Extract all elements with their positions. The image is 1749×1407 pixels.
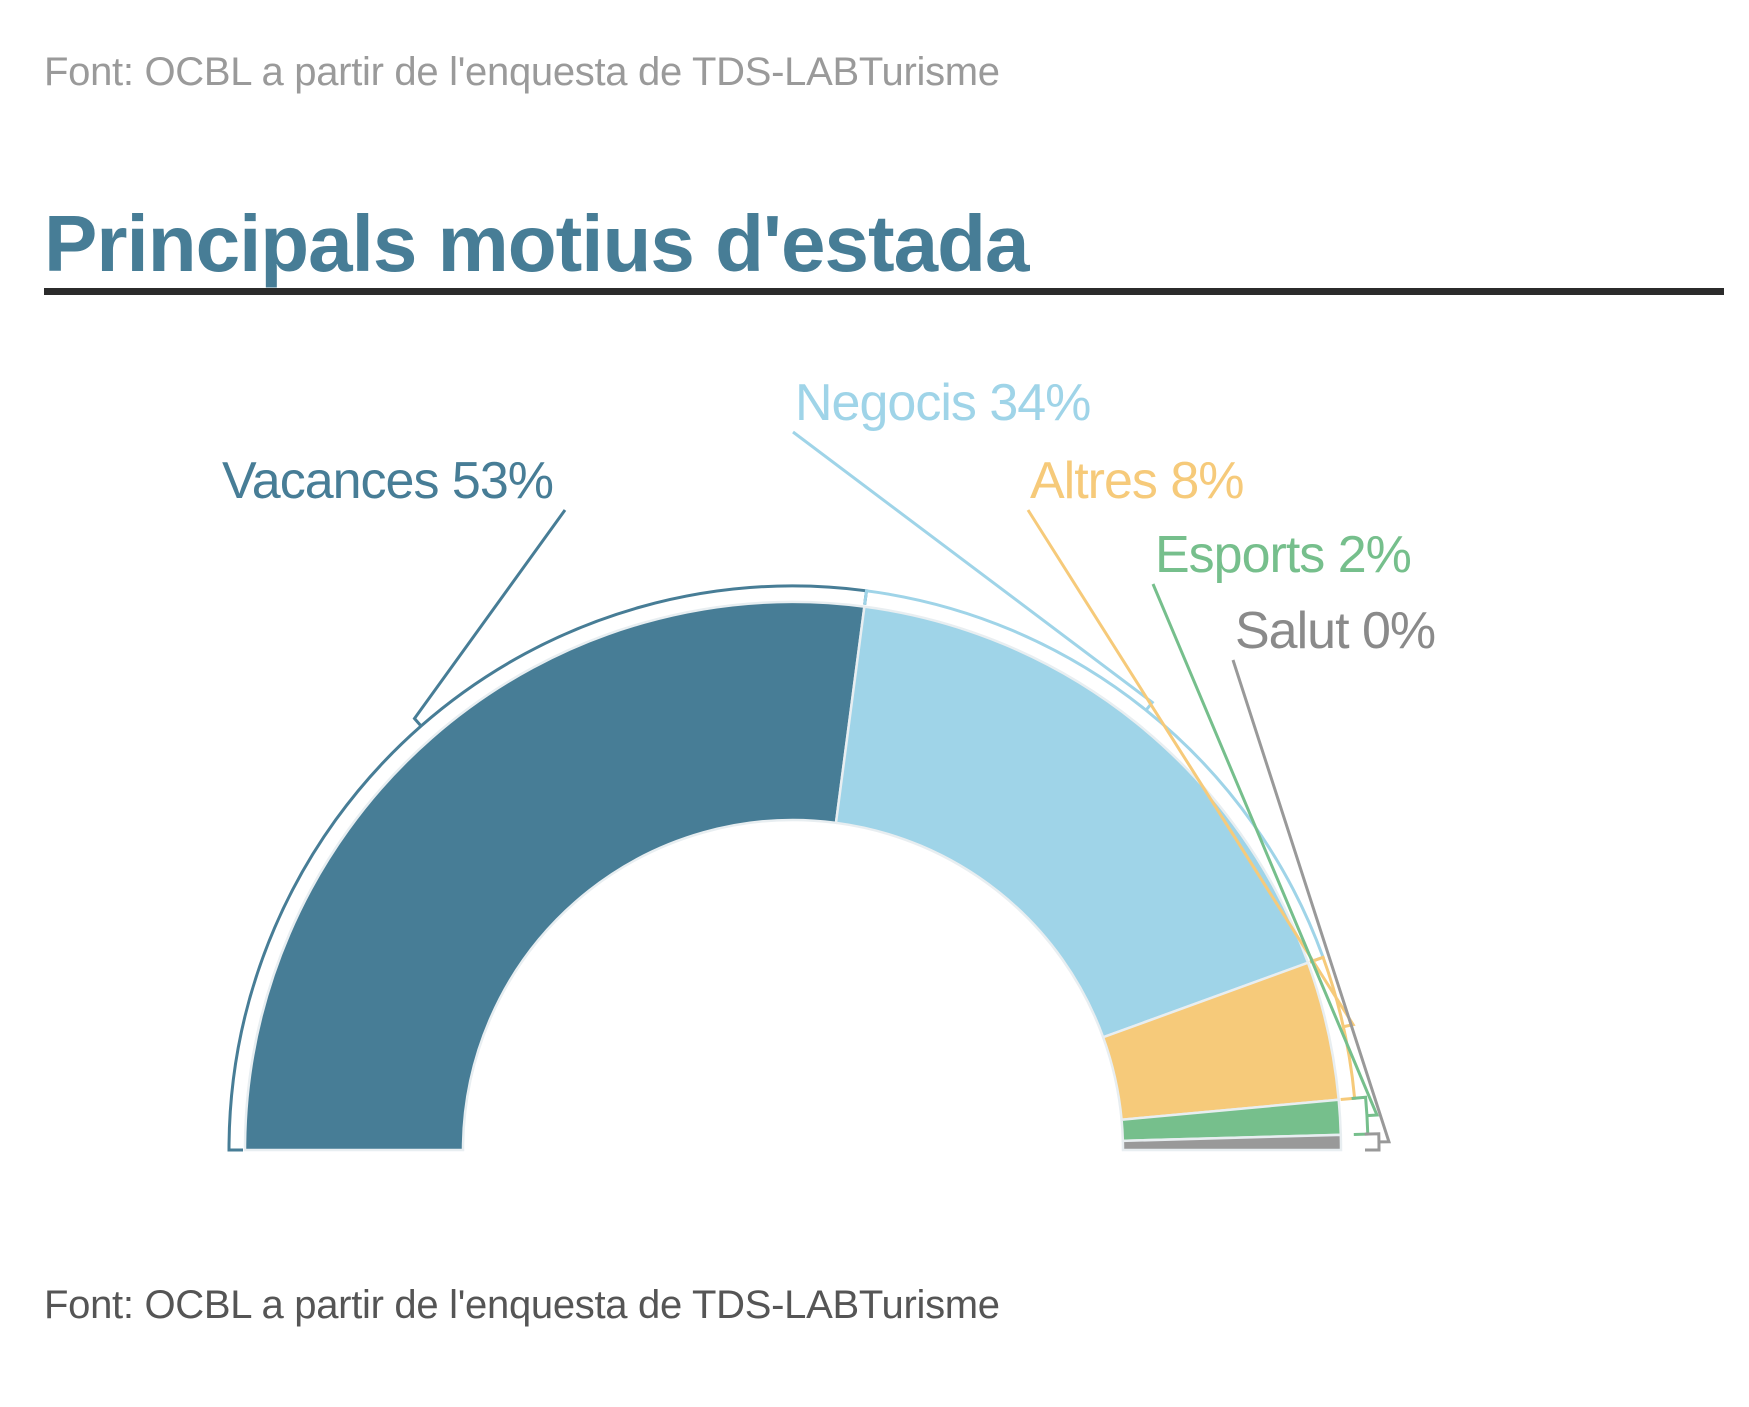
semi-donut-chart: Vacances 53% Negocis 34% Altres 8% Esports … (222, 374, 1436, 1152)
label-esports: Esports 2% (1155, 526, 1411, 584)
bracket-salut (1364, 1132, 1381, 1152)
label-salut: Salut 0% (1235, 602, 1435, 660)
leader-salut (1231, 659, 1391, 1144)
source-note-top: Font: OCBL a partir de l'enquesta de TDS… (44, 50, 1000, 94)
bracket-esports (1351, 1095, 1370, 1136)
segment-vacances (243, 600, 866, 1152)
chart-labels: Vacances 53% Negocis 34% Altres 8% Esports … (222, 374, 1436, 660)
leader-altres (1026, 509, 1356, 1029)
leader-vacances (412, 509, 567, 727)
leader-negocis (792, 430, 1155, 712)
title-divider (44, 288, 1724, 295)
label-vacances: Vacances 53% (222, 452, 553, 510)
chart-brackets (227, 430, 1391, 1152)
label-negocis: Negocis 34% (795, 374, 1090, 432)
bracket-vacances (227, 584, 869, 1152)
segment-salut (1121, 1133, 1343, 1152)
chart-title: Principals motius d'estada (44, 199, 1029, 288)
leader-esports (1151, 583, 1380, 1118)
source-note-bottom: Font: OCBL a partir de l'enquesta de TDS… (44, 1283, 1000, 1327)
label-altres: Altres 8% (1030, 452, 1244, 510)
chart-segments (243, 600, 1343, 1152)
